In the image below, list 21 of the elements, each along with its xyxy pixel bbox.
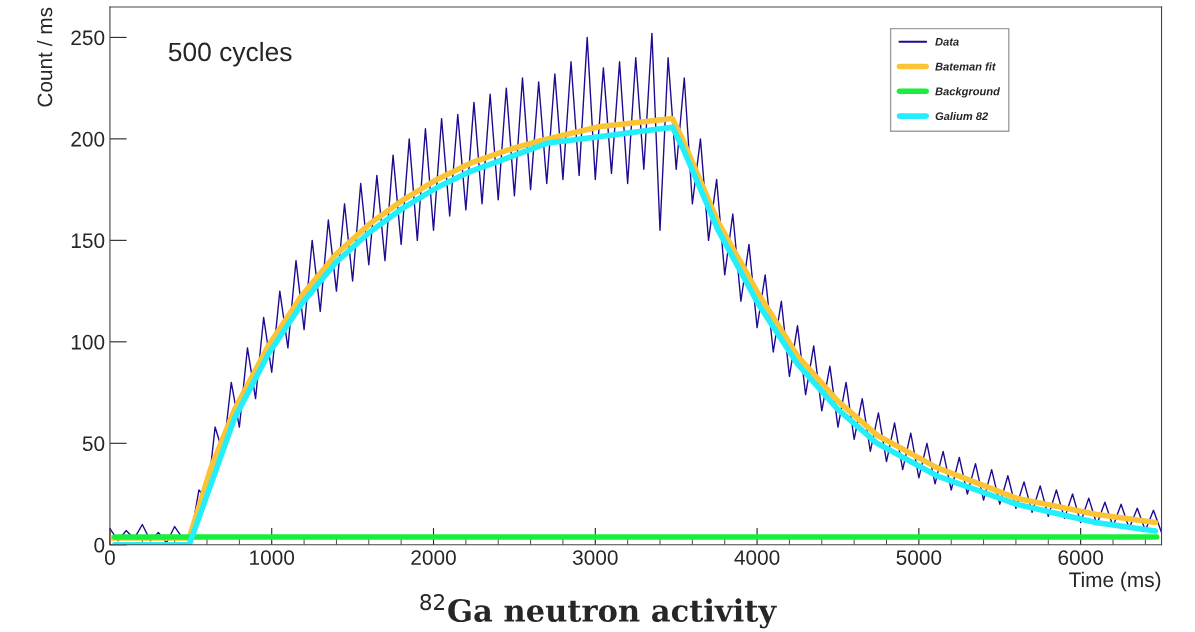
- x-tick-label: 3000: [572, 550, 618, 565]
- y-tick-label: 200: [71, 131, 105, 147]
- y-tick-label: 0: [94, 537, 105, 553]
- x-tick-label: 0: [104, 550, 115, 565]
- legend-label: Background: [935, 87, 1001, 98]
- legend-label: Galium 82: [935, 111, 989, 121]
- x-tick-label: 6000: [1058, 550, 1104, 565]
- x-tick-label: 5000: [896, 550, 942, 565]
- text: $^{82}$Ga neutron activity: [420, 594, 777, 629]
- y-tick-label: 250: [71, 30, 105, 46]
- legend-label: Bateman fit: [935, 62, 996, 71]
- annotation: 500 cycles: [168, 41, 292, 67]
- y-tick-label: 150: [71, 233, 105, 249]
- y-tick-label: 100: [71, 334, 105, 350]
- x-tick-label: 2000: [411, 550, 456, 565]
- legend-label: Data: [935, 37, 959, 46]
- y-tick-label: 50: [82, 436, 105, 452]
- y-axis-title: Count / ms: [37, 7, 53, 107]
- x-tick-label: 4000: [734, 550, 780, 565]
- x-tick-label: 1000: [250, 550, 295, 565]
- x-axis-title: Time (ms): [1069, 571, 1161, 592]
